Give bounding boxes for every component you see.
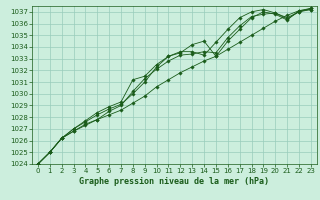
X-axis label: Graphe pression niveau de la mer (hPa): Graphe pression niveau de la mer (hPa) <box>79 177 269 186</box>
